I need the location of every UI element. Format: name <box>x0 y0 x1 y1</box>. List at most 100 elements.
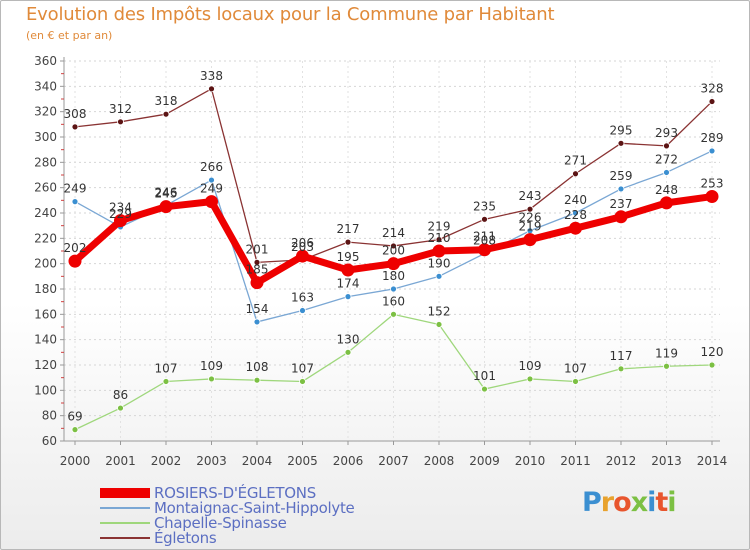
y-tick-label: 60 <box>42 434 57 448</box>
data-label: 152 <box>428 304 451 318</box>
data-label: 226 <box>519 211 542 225</box>
series-0 <box>68 190 719 290</box>
x-tick-label: 2011 <box>560 454 591 468</box>
data-label: 219 <box>519 220 542 234</box>
data-label: 234 <box>109 201 132 215</box>
data-label: 246 <box>155 185 178 199</box>
data-label: 271 <box>564 154 587 168</box>
y-tick-label: 200 <box>34 257 57 271</box>
data-point <box>708 147 716 155</box>
series-1-labels: 2492292462661541631741801902082262402592… <box>64 131 724 316</box>
data-point <box>387 257 400 271</box>
data-label: 293 <box>655 126 678 140</box>
data-label: 203 <box>291 240 314 254</box>
x-tick-label: 2004 <box>242 454 273 468</box>
logo-letter: x <box>630 487 648 518</box>
x-tick-label: 2001 <box>105 454 136 468</box>
data-point <box>432 244 446 258</box>
data-point <box>708 361 716 369</box>
data-label: 245 <box>155 187 178 201</box>
data-point <box>390 310 397 318</box>
data-point <box>435 272 443 280</box>
data-point <box>705 190 719 204</box>
data-point <box>68 254 82 268</box>
legend-label: Égletons <box>154 529 217 547</box>
data-label: 119 <box>655 346 678 360</box>
data-point <box>478 243 491 257</box>
chart-subtitle: (en € et par an) <box>26 29 113 42</box>
legend-label: Montaignac-Saint-Hippolyte <box>154 499 355 517</box>
data-point <box>208 85 215 93</box>
data-point <box>390 242 397 250</box>
y-tick-label: 280 <box>34 155 57 169</box>
data-label: 219 <box>428 220 451 234</box>
data-point <box>205 195 218 209</box>
data-label: 289 <box>701 131 724 145</box>
data-point <box>481 385 488 393</box>
series-3-labels: 308 312 318 338 201 203 217 214 219 235 243 271 295 2… <box>64 69 724 257</box>
data-label: 206 <box>291 236 314 250</box>
data-label: 109 <box>200 359 223 373</box>
data-point <box>299 378 306 385</box>
series-2-labels: 69 86 107 109 108 107 130 160 152 101 109 107 117 119… <box>67 294 723 423</box>
data-point <box>253 318 261 326</box>
data-point <box>569 221 582 235</box>
data-label: 249 <box>200 182 223 196</box>
data-label: 195 <box>337 250 360 264</box>
x-tick-label: 2006 <box>333 454 364 468</box>
data-point <box>614 210 628 224</box>
logo-letter: t <box>655 487 668 518</box>
x-tick-label: 2012 <box>606 454 637 468</box>
data-point <box>708 98 716 105</box>
data-label: 312 <box>109 102 132 116</box>
data-label: 266 <box>200 160 223 174</box>
data-point <box>117 404 124 412</box>
data-label: 217 <box>337 222 360 236</box>
y-tick-label: 120 <box>34 358 57 372</box>
data-point <box>250 276 264 290</box>
x-tick-label: 2007 <box>378 454 409 468</box>
data-point <box>617 365 625 373</box>
logo-letter: P <box>582 487 602 518</box>
logo-letter: o <box>613 487 632 518</box>
data-point <box>71 198 79 206</box>
data-point <box>526 375 534 383</box>
data-point <box>253 376 261 384</box>
data-point <box>663 169 670 176</box>
y-tick-label: 360 <box>34 54 57 68</box>
x-tick-label: 2005 <box>287 454 318 468</box>
data-label: 308 <box>64 107 87 121</box>
x-tick-label: 2013 <box>651 454 682 468</box>
data-label: 228 <box>564 208 587 222</box>
data-label: 338 <box>200 69 223 83</box>
x-tick-label: 2008 <box>424 454 455 468</box>
data-label: 109 <box>519 359 542 373</box>
data-point <box>435 236 443 244</box>
data-label: 235 <box>473 199 496 213</box>
data-label: 318 <box>155 94 178 108</box>
data-label: 210 <box>428 231 451 245</box>
data-label: 117 <box>610 349 633 363</box>
logo-letter: r <box>600 487 614 518</box>
legend-swatch <box>100 507 150 509</box>
chart-title: Evolution des Impôts locaux pour la Comm… <box>26 4 555 25</box>
data-point <box>159 200 173 214</box>
y-tick-label: 80 <box>42 409 57 423</box>
logo-letter: i <box>647 487 656 518</box>
data-label: 259 <box>610 169 633 183</box>
y-tick-label: 260 <box>34 181 57 195</box>
data-point <box>526 205 534 213</box>
data-label: 272 <box>655 152 678 166</box>
legend-swatch <box>100 488 150 498</box>
data-label: 107 <box>291 361 314 375</box>
data-label: 108 <box>246 360 269 374</box>
data-point <box>341 263 355 277</box>
data-label: 248 <box>655 183 678 197</box>
data-label: 154 <box>246 302 269 316</box>
data-label: 107 <box>155 361 178 375</box>
data-label: 211 <box>473 230 496 244</box>
data-point <box>299 307 306 314</box>
data-label: 174 <box>337 277 360 291</box>
x-tick-label: 2003 <box>196 454 227 468</box>
x-tick-label: 2009 <box>469 454 500 468</box>
